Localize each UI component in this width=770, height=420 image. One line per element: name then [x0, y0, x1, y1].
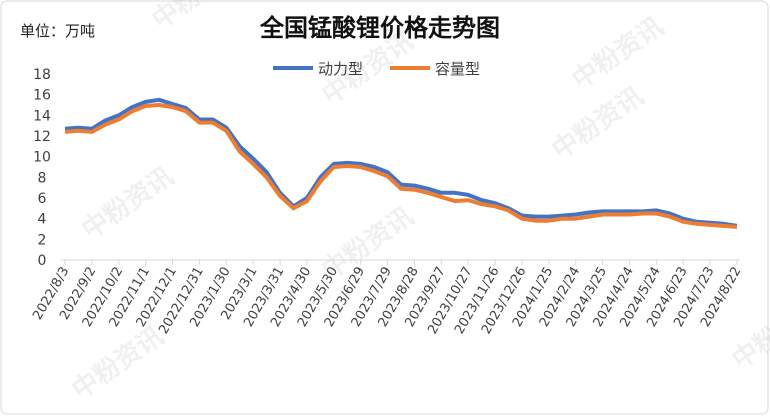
y-tick-label: 6	[38, 191, 47, 207]
y-tick-label: 0	[38, 253, 47, 269]
unit-label: 单位：万吨	[20, 22, 95, 40]
y-tick-label: 2	[38, 232, 47, 248]
y-tick-label: 14	[33, 108, 51, 124]
series-line	[64, 103, 738, 229]
y-tick-label: 12	[33, 129, 51, 145]
y-tick-label: 4	[38, 212, 47, 228]
y-tick-label: 8	[38, 170, 47, 186]
chart-title: 全国锰酸锂价格走势图	[259, 14, 500, 42]
y-tick-label: 16	[33, 88, 51, 104]
series-line	[64, 97, 738, 228]
legend-label: 动力型	[318, 60, 363, 78]
y-tick-label: 10	[33, 150, 51, 166]
y-tick-label: 18	[33, 67, 51, 83]
legend-label: 容量型	[435, 60, 480, 78]
